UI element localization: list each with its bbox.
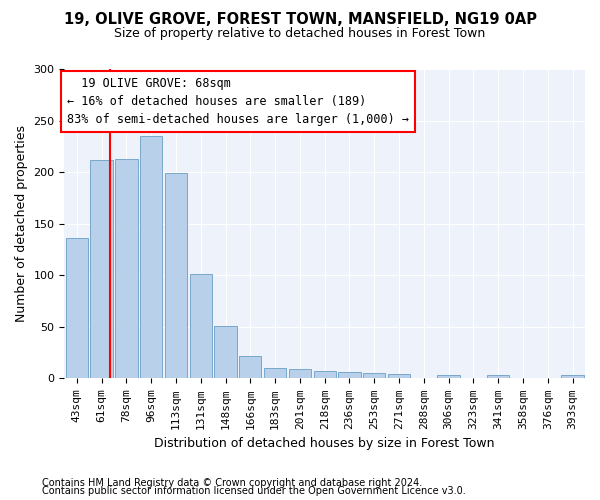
Bar: [239, 356, 262, 378]
Bar: [140, 136, 163, 378]
Bar: [363, 374, 385, 378]
X-axis label: Distribution of detached houses by size in Forest Town: Distribution of detached houses by size …: [154, 437, 495, 450]
Bar: [115, 158, 137, 378]
Y-axis label: Number of detached properties: Number of detached properties: [15, 125, 28, 322]
Bar: [190, 274, 212, 378]
Bar: [487, 376, 509, 378]
Bar: [388, 374, 410, 378]
Text: 19, OLIVE GROVE, FOREST TOWN, MANSFIELD, NG19 0AP: 19, OLIVE GROVE, FOREST TOWN, MANSFIELD,…: [64, 12, 536, 28]
Bar: [65, 238, 88, 378]
Bar: [91, 160, 113, 378]
Bar: [264, 368, 286, 378]
Bar: [338, 372, 361, 378]
Bar: [562, 376, 584, 378]
Bar: [437, 376, 460, 378]
Bar: [165, 173, 187, 378]
Text: Size of property relative to detached houses in Forest Town: Size of property relative to detached ho…: [115, 28, 485, 40]
Bar: [314, 371, 336, 378]
Text: 19 OLIVE GROVE: 68sqm
← 16% of detached houses are smaller (189)
83% of semi-det: 19 OLIVE GROVE: 68sqm ← 16% of detached …: [67, 78, 409, 126]
Bar: [289, 369, 311, 378]
Text: Contains HM Land Registry data © Crown copyright and database right 2024.: Contains HM Land Registry data © Crown c…: [42, 478, 422, 488]
Bar: [214, 326, 236, 378]
Text: Contains public sector information licensed under the Open Government Licence v3: Contains public sector information licen…: [42, 486, 466, 496]
